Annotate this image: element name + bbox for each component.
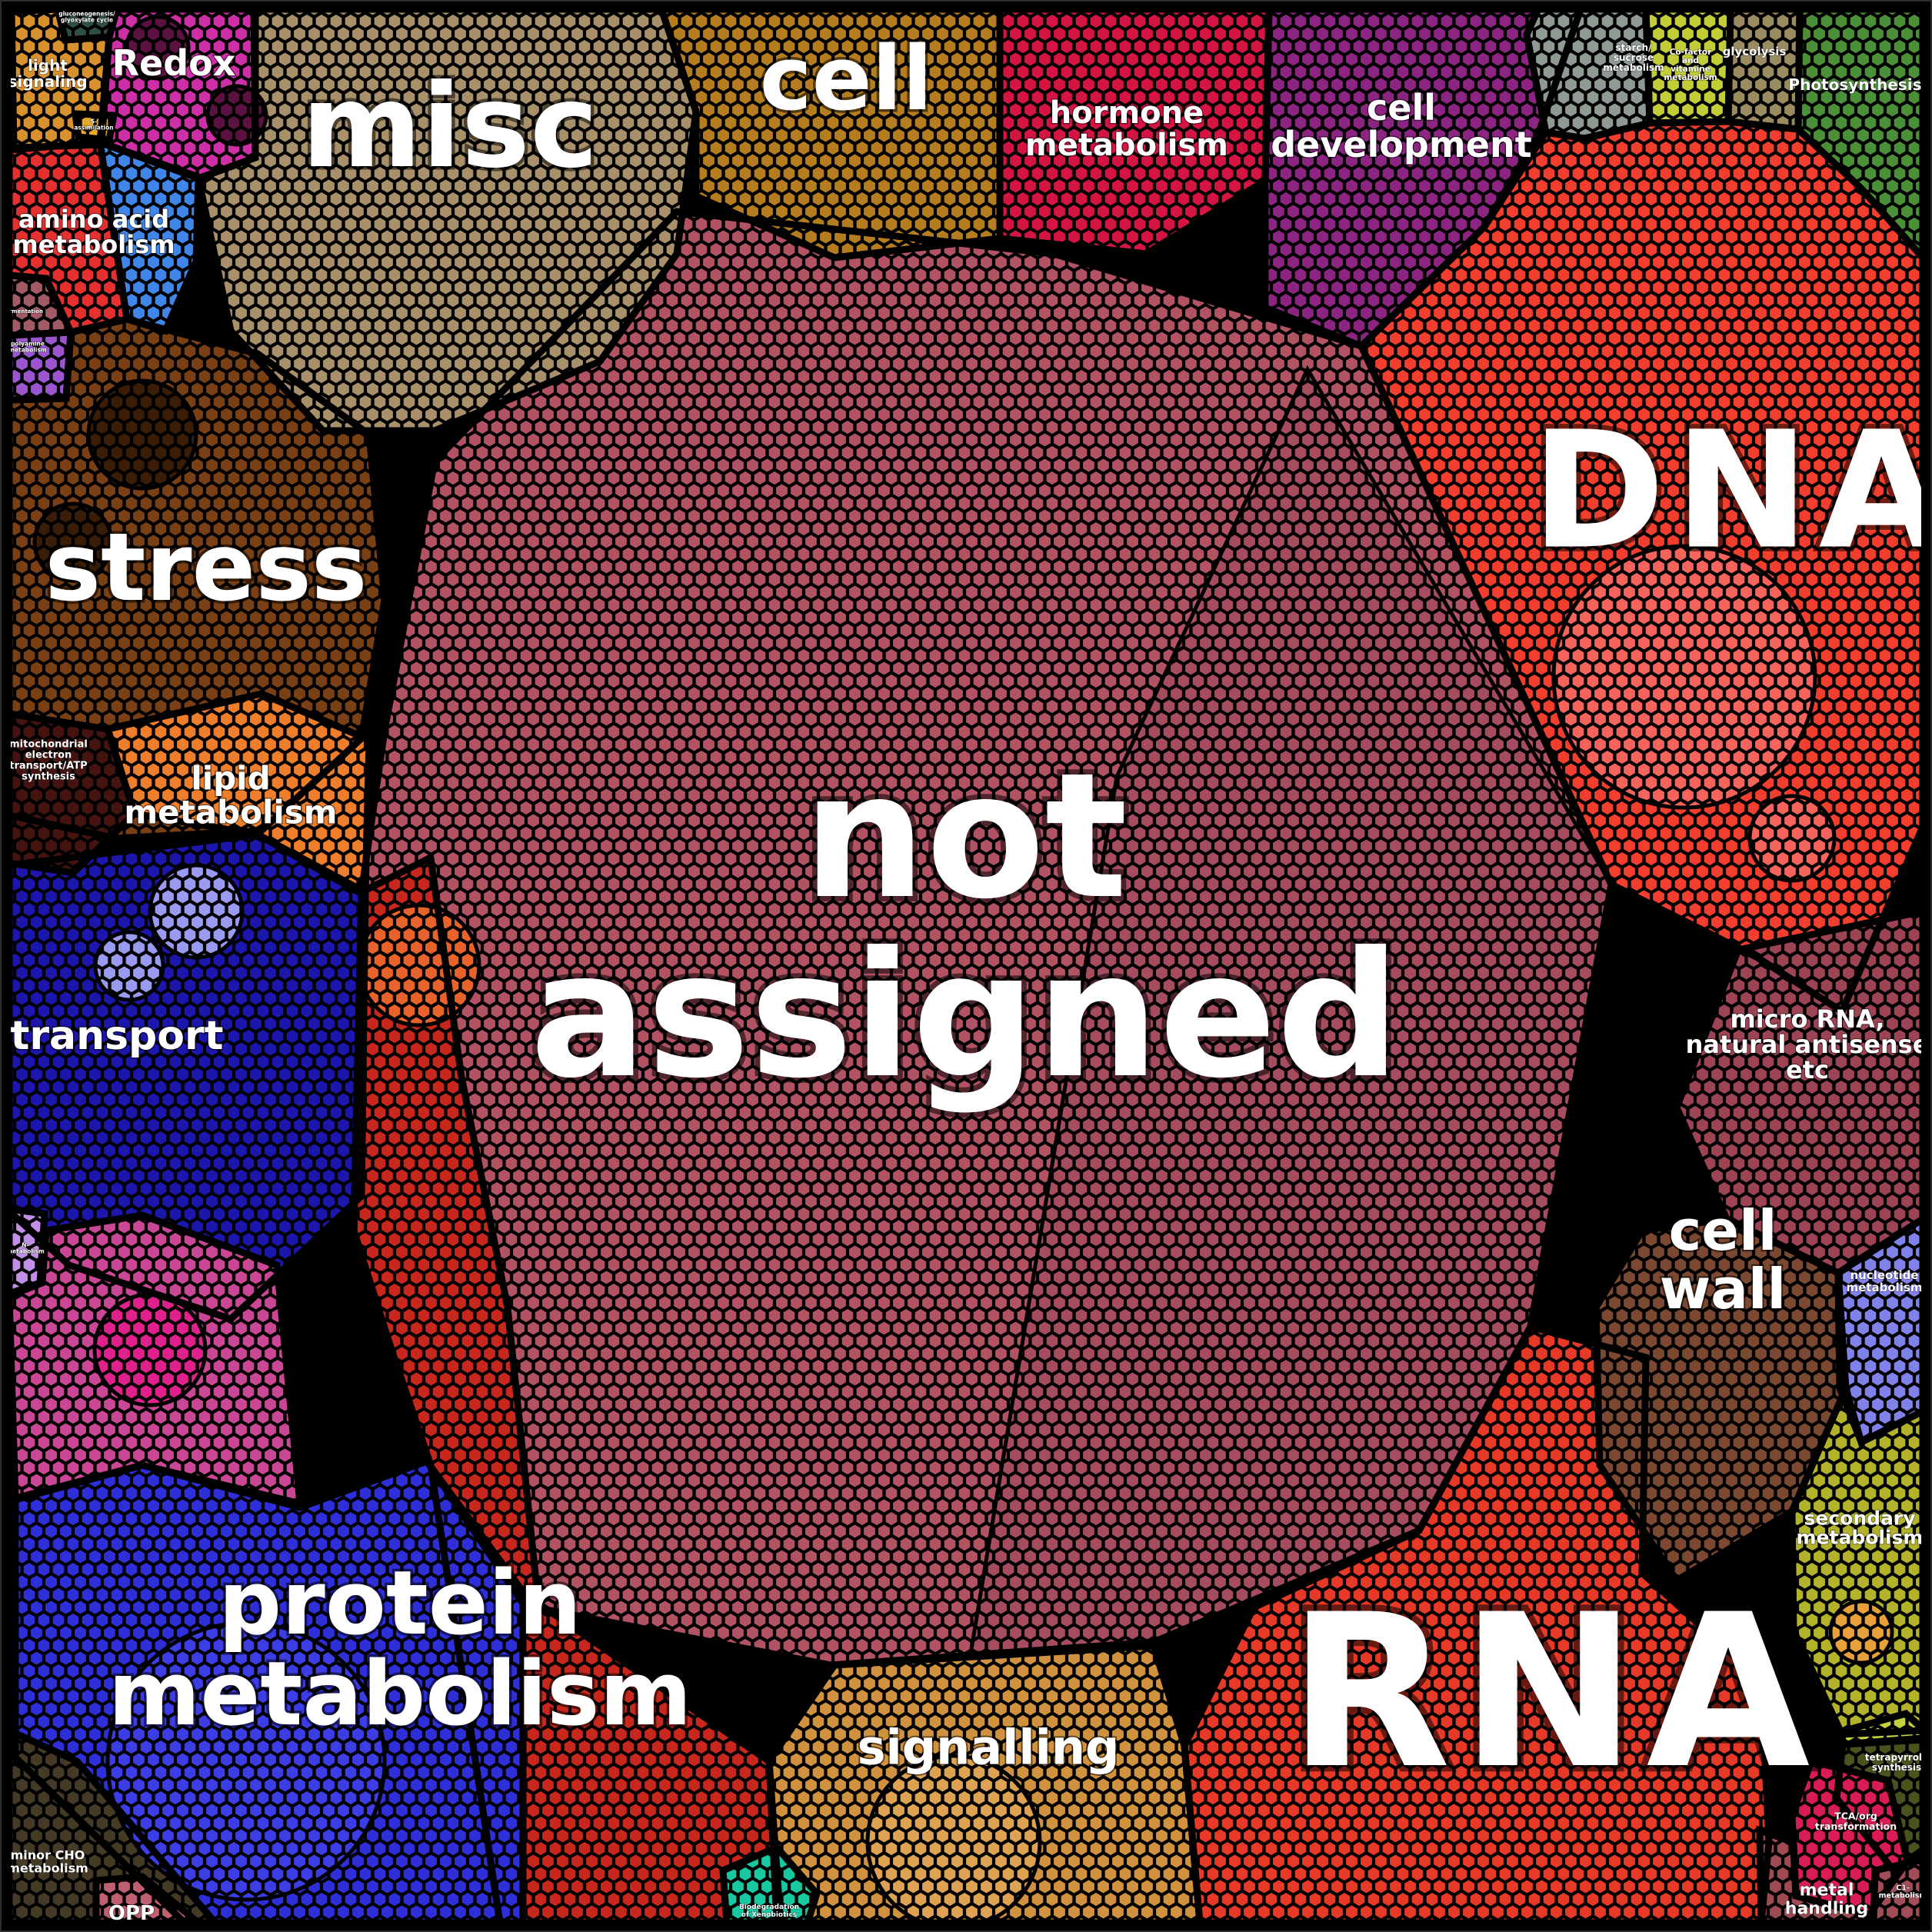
region-border-biodegradation-of-xenobiotics — [719, 1843, 821, 1927]
subcluster-dna — [1551, 544, 1817, 810]
subcluster-unlabeled-pink — [92, 1292, 208, 1407]
subcluster-dna — [1747, 794, 1837, 883]
region-border-cell-development — [1261, 5, 1586, 351]
region-glycolysis[interactable] — [1728, 9, 1800, 129]
region-border-not-assigned — [968, 365, 1614, 1656]
subcluster-signalling — [865, 1754, 1042, 1930]
subcluster-unlabeled-red-band — [357, 903, 481, 1028]
subcluster-transport — [93, 930, 165, 1002]
subcluster-stress — [86, 378, 198, 491]
subcluster-redox — [125, 15, 191, 81]
region-borders — [5, 5, 1927, 1927]
region-border-s-assimilation — [71, 110, 118, 144]
region-cofactor-vitamine-metabolism[interactable] — [1646, 9, 1730, 123]
subcluster-stress — [32, 501, 114, 583]
region-polyamine-metabolism[interactable] — [9, 332, 71, 400]
region-border-unlabeled-red-band — [350, 852, 781, 1927]
subcluster-protein-metabolism — [105, 1621, 387, 1902]
subcluster-transport — [148, 863, 245, 960]
region-border-lipid-metabolism — [103, 690, 373, 898]
subcluster-secondary-metabolism — [1828, 1599, 1894, 1665]
